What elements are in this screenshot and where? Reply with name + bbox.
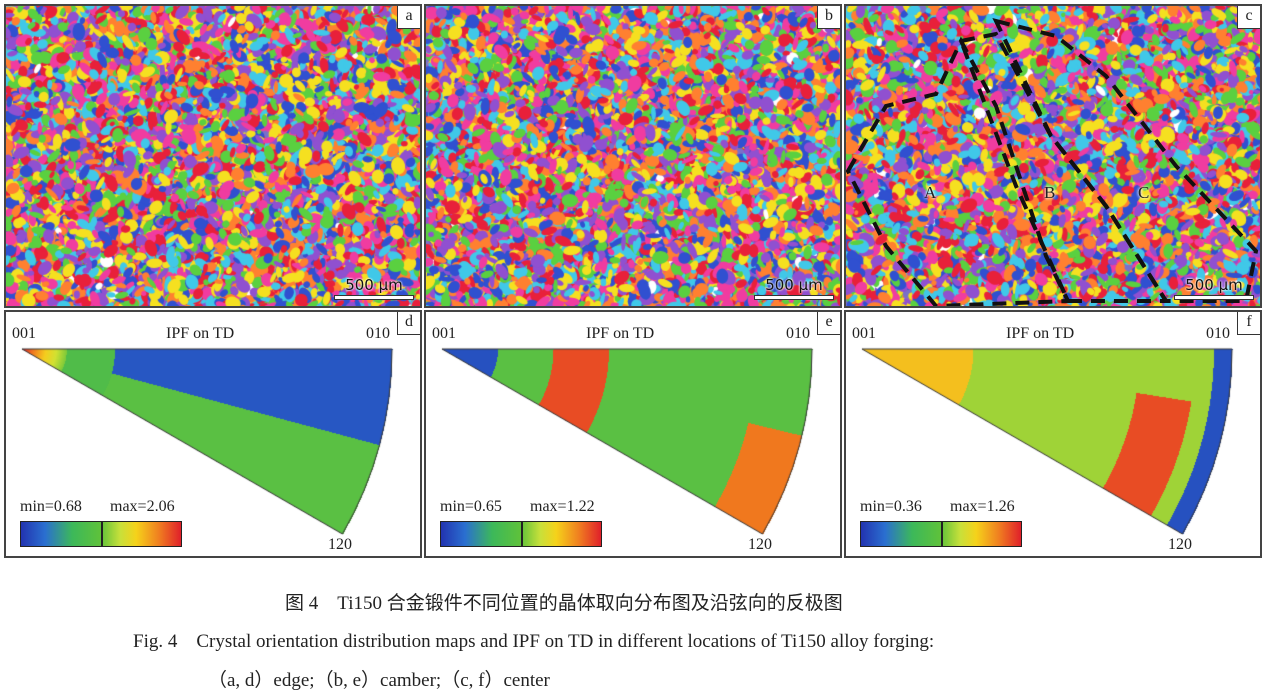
panel-label: c — [1237, 6, 1260, 29]
color-scale-bar — [860, 521, 1022, 547]
scale-bar: 500 μm — [334, 276, 414, 300]
ipf-panel-e: e 001 IPF on TD 010 120 min=0.65 max=1.2… — [424, 310, 842, 558]
grain-map-image — [426, 6, 840, 306]
region-label-b: B — [1044, 183, 1056, 202]
orientation-map-b: b 500 μm — [424, 4, 842, 308]
color-scale-bar — [440, 521, 602, 547]
corner-120: 120 — [328, 536, 352, 553]
region-b-boundary — [958, 31, 1170, 303]
region-boundaries — [846, 18, 1259, 306]
panel-label: f — [1237, 312, 1260, 335]
min-value: min=0.68 — [20, 498, 82, 515]
ipf-title: IPF on TD — [586, 325, 655, 342]
ipf-density-map — [846, 312, 1260, 556]
corner-010: 010 — [366, 325, 390, 342]
scale-bar: 500 μm — [754, 276, 834, 300]
corner-010: 010 — [1206, 325, 1230, 342]
ipf-panel-d: d 001 IPF on TD 010 120 min=0.68 max=2.0… — [4, 310, 422, 558]
panel-label: b — [817, 6, 840, 29]
min-value: min=0.65 — [440, 498, 502, 515]
panel-label: d — [397, 312, 420, 335]
color-scale-bar — [20, 521, 182, 547]
scale-label: 500 μm — [765, 276, 823, 294]
corner-120: 120 — [1168, 536, 1192, 553]
max-value: max=2.06 — [110, 498, 175, 515]
caption-chinese: 图 4 Ti150 合金锻件不同位置的晶体取向分布图及沿弦向的反极图 — [285, 593, 843, 614]
region-label-c: C — [1138, 183, 1150, 202]
max-value: max=1.26 — [950, 498, 1015, 515]
corner-001: 001 — [432, 325, 456, 342]
region-c-boundary — [992, 18, 1259, 303]
grain-map-image — [846, 6, 1260, 306]
region-label-a: A — [924, 183, 937, 202]
ipf-panel-f: f 001 IPF on TD 010 120 min=0.36 max=1.2… — [844, 310, 1262, 558]
scale-label: 500 μm — [345, 276, 403, 294]
caption-english-line1: Fig. 4 Crystal orientation distribution … — [133, 631, 935, 652]
region-a-boundary — [846, 36, 1072, 306]
corner-001: 001 — [852, 325, 876, 342]
corner-010: 010 — [786, 325, 810, 342]
panel-label: a — [397, 6, 420, 29]
orientation-map-c: A B C c 500 μm — [844, 4, 1262, 308]
scale-bar: 500 μm — [1174, 276, 1254, 300]
grain-map-image — [6, 6, 420, 306]
ipf-title: IPF on TD — [166, 325, 235, 342]
ipf-density-map — [426, 312, 840, 556]
min-value: min=0.36 — [860, 498, 922, 515]
max-value: max=1.22 — [530, 498, 595, 515]
panel-label: e — [817, 312, 840, 335]
corner-120: 120 — [748, 536, 772, 553]
scale-label: 500 μm — [1185, 276, 1243, 294]
orientation-map-a: a 500 μm — [4, 4, 422, 308]
ipf-density-map — [6, 312, 420, 556]
corner-001: 001 — [12, 325, 36, 342]
ipf-title: IPF on TD — [1006, 325, 1075, 342]
caption-english-line2: （a, d）edge;（b, e）camber;（c, f）center — [208, 670, 550, 691]
